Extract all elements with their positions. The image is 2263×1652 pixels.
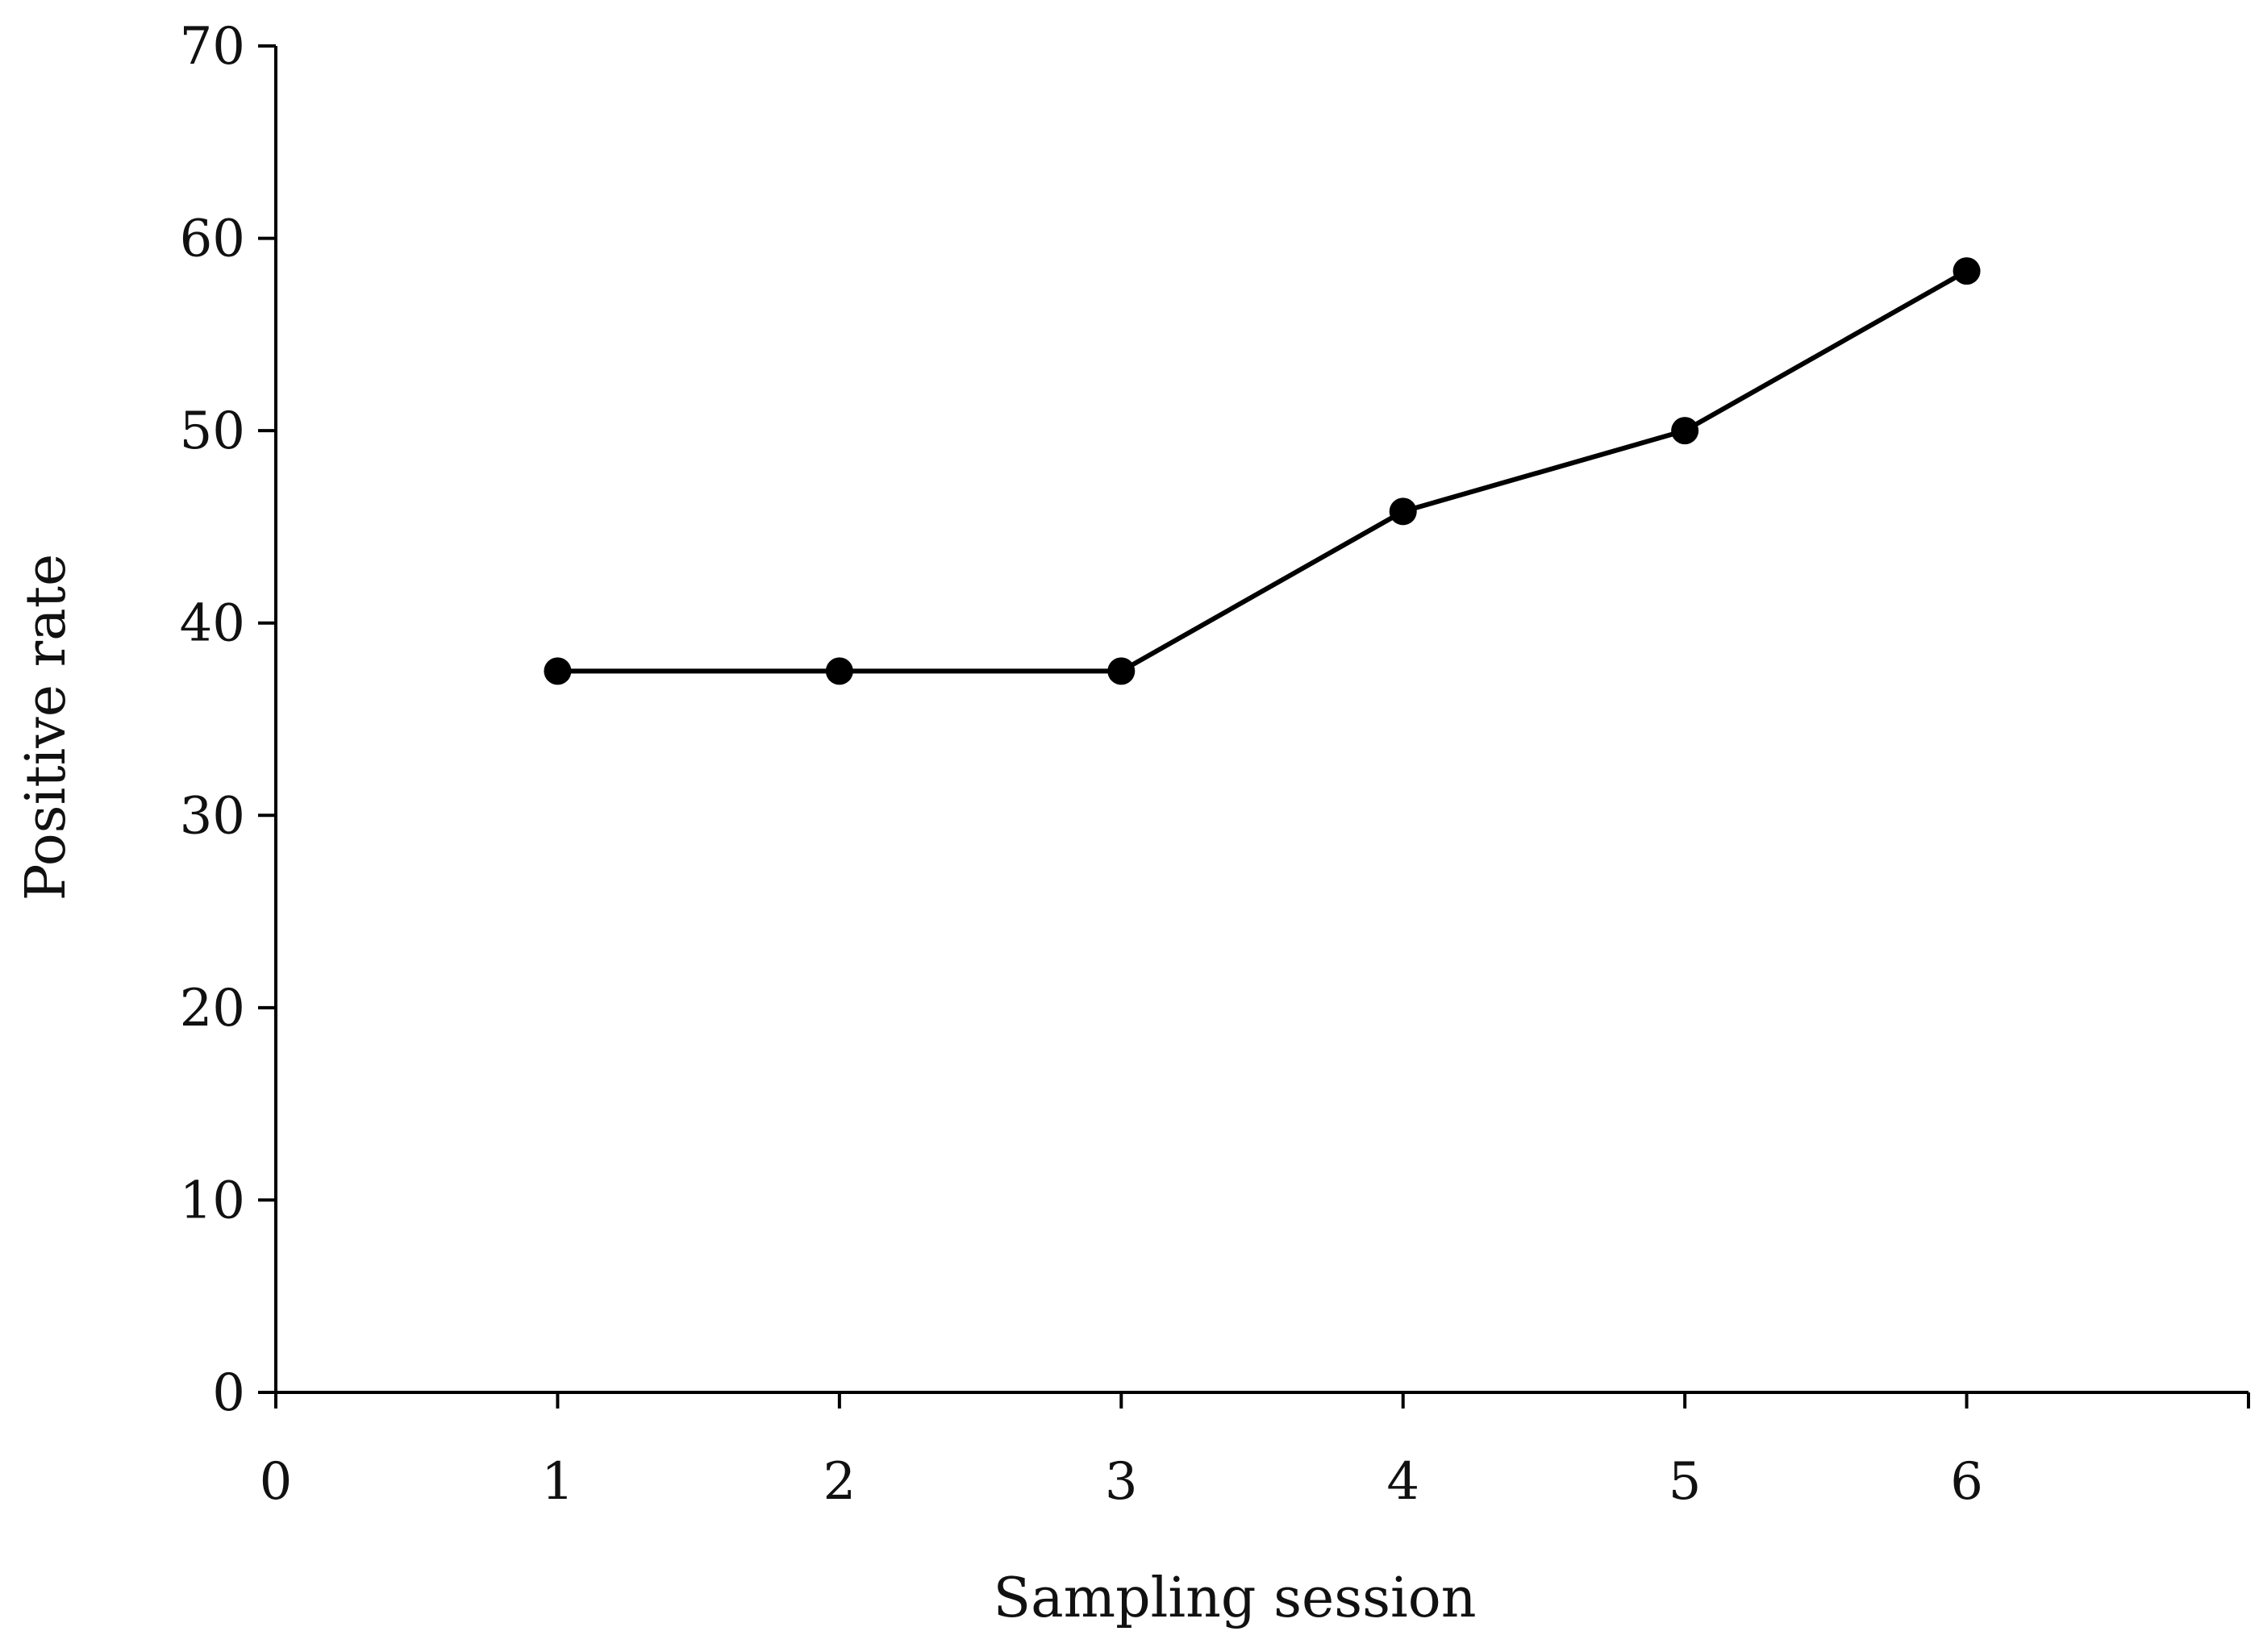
x-tick-label: 2 bbox=[823, 1452, 856, 1512]
y-axis-title: Positive rate bbox=[15, 554, 78, 901]
data-point bbox=[1389, 497, 1417, 526]
series bbox=[544, 257, 1981, 685]
x-axis-title: Sampling session bbox=[994, 1567, 1477, 1630]
x-tick-label: 6 bbox=[1950, 1452, 1983, 1512]
x-tick-label: 4 bbox=[1386, 1452, 1419, 1512]
data-point bbox=[1107, 657, 1136, 685]
ticks: 0 10 20 30 40 50 60 70 0 1 2 3 4 5 6 bbox=[180, 17, 2250, 1512]
x-tick-label: 0 bbox=[260, 1452, 293, 1512]
axes bbox=[274, 46, 2248, 1394]
y-tick-label: 20 bbox=[180, 979, 245, 1038]
data-point bbox=[544, 657, 572, 685]
x-tick-label: 3 bbox=[1105, 1452, 1138, 1512]
y-tick-label: 60 bbox=[180, 210, 245, 269]
y-tick-label: 30 bbox=[180, 786, 245, 846]
y-tick-label: 0 bbox=[212, 1363, 245, 1423]
y-tick-label: 50 bbox=[180, 402, 245, 461]
y-tick-label: 70 bbox=[180, 17, 245, 77]
data-point bbox=[825, 657, 853, 685]
y-tick-label: 10 bbox=[180, 1171, 245, 1230]
data-point bbox=[1671, 417, 1699, 445]
series-line bbox=[557, 268, 1969, 674]
x-tick-label: 5 bbox=[1669, 1452, 1702, 1512]
y-tick-label: 40 bbox=[180, 594, 245, 654]
x-tick-label: 1 bbox=[541, 1452, 574, 1512]
data-point bbox=[1953, 257, 1981, 285]
